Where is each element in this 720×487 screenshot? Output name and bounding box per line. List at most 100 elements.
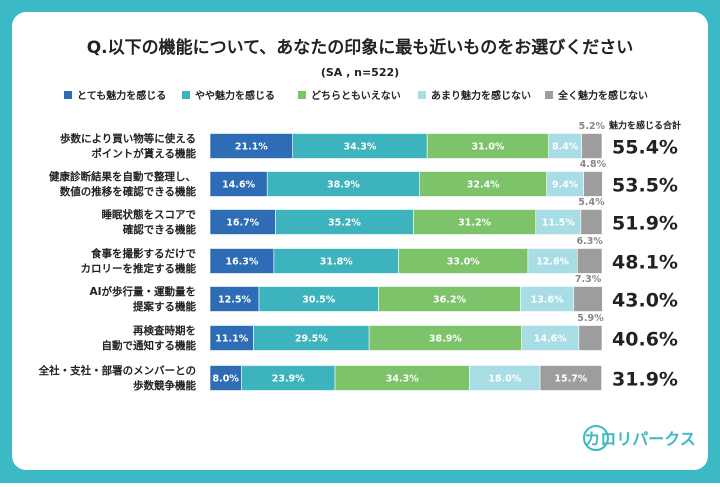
- value-label: 5.2%: [579, 121, 606, 132]
- category-label: ポイントが貰える機能: [91, 147, 196, 160]
- legend-swatch: [182, 91, 190, 99]
- category-label: 再検査時期を: [133, 324, 196, 337]
- bar-segment: [583, 171, 603, 197]
- category-label: カロリーを推定する機能: [81, 262, 197, 275]
- value-label: 29.5%: [295, 334, 328, 345]
- value-label: 38.9%: [327, 180, 360, 191]
- value-label: 11.5%: [542, 218, 575, 229]
- value-label: 18.0%: [488, 374, 521, 385]
- bar-segment: [426, 133, 549, 159]
- legend-label: あまり魅力を感じない: [431, 89, 531, 102]
- bar-segment: [209, 171, 268, 197]
- value-label: 13.6%: [531, 295, 564, 306]
- value-label: 12.5%: [218, 295, 251, 306]
- bar-segment: [577, 248, 603, 274]
- value-label: 14.6%: [222, 180, 255, 191]
- legend-label: やや魅力を感じる: [195, 89, 275, 102]
- bar-segment: [581, 133, 603, 159]
- bar-segment: [535, 209, 582, 235]
- value-label: 35.2%: [328, 218, 361, 229]
- total-label: 51.9%: [612, 213, 678, 235]
- total-label: 40.6%: [612, 329, 678, 351]
- value-label: 16.7%: [226, 218, 259, 229]
- bar-segment: [292, 133, 428, 159]
- category-label: 歩数競争機能: [133, 379, 196, 392]
- bar-segment: [209, 133, 294, 159]
- value-label: 23.9%: [272, 374, 305, 385]
- category-label: 健康診断結果を自動で整理し、: [49, 170, 196, 183]
- category-label: 確認できる機能: [123, 223, 197, 236]
- value-label: 32.4%: [467, 180, 500, 191]
- bar-segment: [378, 286, 521, 312]
- value-label: 34.3%: [386, 374, 419, 385]
- bar-segment: [419, 171, 548, 197]
- value-label: 33.0%: [447, 257, 480, 268]
- total-label: 43.0%: [612, 290, 678, 312]
- chart-title: Q.以下の機能について、あなたの印象に最も近いものをお選びください: [87, 37, 634, 58]
- value-label: 11.1%: [215, 334, 248, 345]
- total-label: 53.5%: [612, 175, 678, 197]
- bar-segment: [578, 325, 603, 351]
- logo-text: カロリパークス: [584, 430, 696, 449]
- category-label: 提案する機能: [133, 300, 196, 313]
- category-label: AIが歩行量・運動量を: [89, 285, 196, 298]
- legend-label: とても魅力を感じる: [77, 89, 166, 102]
- bar-segment: [258, 286, 379, 312]
- legend-swatch: [418, 91, 426, 99]
- value-label: 31.8%: [320, 257, 353, 268]
- bar-segment: [241, 365, 336, 391]
- category-label: 自動で通知する機能: [102, 339, 197, 352]
- category-label: 食事を撮影するだけで: [90, 247, 196, 260]
- value-label: 31.2%: [458, 218, 491, 229]
- category-label: 睡眠状態をスコアで: [102, 208, 197, 221]
- bar-segment: [548, 133, 582, 159]
- bar-segment: [469, 365, 541, 391]
- panel: [12, 12, 708, 470]
- value-label: 16.3%: [225, 257, 258, 268]
- value-label: 4.8%: [580, 159, 607, 170]
- value-label: 21.1%: [235, 142, 268, 153]
- category-label: 歩数により買い物等に使える: [60, 132, 196, 145]
- bar-segment: [521, 325, 580, 351]
- value-label: 36.2%: [433, 295, 466, 306]
- bar-segment: [580, 209, 603, 235]
- bar-segment: [253, 325, 370, 351]
- value-label: 12.6%: [536, 257, 569, 268]
- value-label: 31.0%: [471, 142, 504, 153]
- value-label: 8.0%: [213, 374, 240, 385]
- category-label: 数値の推移を確認できる機能: [59, 185, 197, 198]
- logo-mark: [583, 425, 609, 451]
- value-label: 15.7%: [554, 374, 587, 385]
- value-label: 6.3%: [576, 236, 603, 247]
- legend-swatch: [545, 91, 553, 99]
- category-label: 全社・支社・部署のメンバーとの: [38, 364, 196, 377]
- bar-segment: [334, 365, 470, 391]
- logo: カロリパークス: [583, 425, 696, 451]
- bar-segment: [546, 171, 584, 197]
- value-label: 7.3%: [575, 274, 602, 285]
- total-label: 55.4%: [612, 137, 678, 159]
- bar-segment: [209, 209, 276, 235]
- value-label: 8.4%: [552, 142, 579, 153]
- bar-segment: [398, 248, 529, 274]
- totals-header: 魅力を感じる合計: [609, 120, 681, 132]
- legend-swatch: [64, 91, 72, 99]
- bar-segment: [209, 248, 275, 274]
- legend-swatch: [298, 91, 306, 99]
- legend-label: 全く魅力を感じない: [557, 89, 648, 102]
- total-label: 48.1%: [612, 252, 678, 274]
- value-label: 14.6%: [534, 334, 567, 345]
- legend-label: どちらともいえない: [311, 89, 401, 102]
- bar-segment: [209, 286, 260, 312]
- bar-segment: [573, 286, 603, 312]
- value-label: 5.9%: [577, 313, 604, 324]
- value-label: 38.9%: [429, 334, 462, 345]
- bar-segment: [520, 286, 575, 312]
- bar-segment: [266, 171, 421, 197]
- total-label: 31.9%: [612, 369, 678, 391]
- bar-segment: [209, 325, 254, 351]
- bar-segment: [539, 365, 602, 391]
- bar-segment: [413, 209, 537, 235]
- value-label: 30.5%: [302, 295, 335, 306]
